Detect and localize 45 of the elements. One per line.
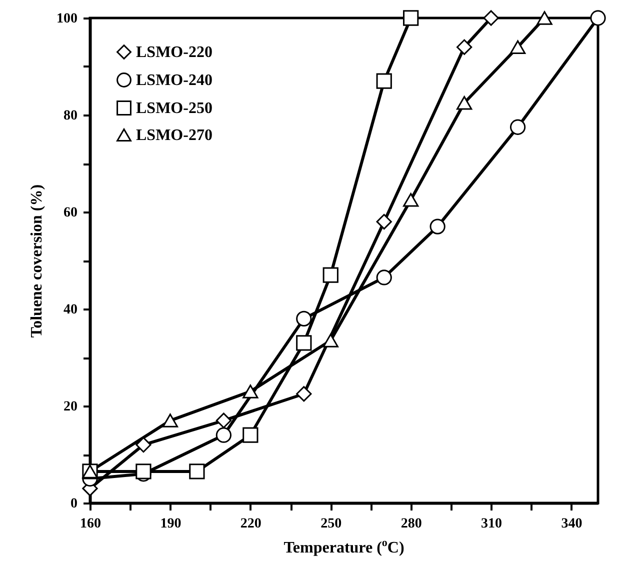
y-tick-label: 60 [64, 206, 78, 220]
point [590, 10, 606, 26]
point [456, 39, 472, 55]
y-tick-label: 40 [64, 302, 78, 318]
x-tick-label: 250 [320, 516, 342, 532]
point [242, 384, 258, 398]
y-tick-label: 20 [64, 400, 78, 414]
point [216, 412, 232, 428]
point [456, 96, 472, 110]
point [510, 119, 526, 135]
x-axis-title: Temperature ($^{o}$C) [282, 537, 406, 558]
point [296, 310, 312, 327]
x-tick-label: 220 [240, 516, 262, 532]
legend-label: LSMO-270 [136, 127, 212, 144]
point [403, 193, 419, 207]
y-tick-label: 80 [64, 108, 78, 124]
point [216, 427, 232, 443]
legend-label: LSMO-250 [136, 100, 212, 117]
point [322, 334, 338, 348]
x-tick-label: 310 [481, 516, 502, 532]
x-tick-label: 190 [160, 516, 182, 532]
legend-label: LSMO-240 [136, 72, 212, 89]
point [510, 40, 526, 54]
point [242, 427, 258, 443]
point [536, 11, 552, 25]
y-tick-label: 0 [70, 496, 78, 512]
x-tick-label: 340 [561, 516, 582, 532]
x-tick-label: 280 [400, 516, 422, 532]
legend-label: LSMO-220 [136, 44, 212, 61]
point [376, 214, 392, 230]
point [296, 335, 312, 351]
point [403, 10, 419, 26]
point [189, 464, 205, 480]
y-axis-title: Toluene coversion (%) [28, 184, 46, 338]
point [322, 267, 338, 283]
x-tick-label: 160 [80, 516, 101, 532]
point [136, 436, 152, 453]
point [376, 270, 392, 286]
point [136, 464, 152, 480]
point [430, 218, 446, 234]
point [296, 386, 312, 402]
point [162, 414, 178, 428]
point [483, 10, 499, 26]
point [376, 73, 392, 89]
y-tick-label: 100 [56, 12, 78, 26]
